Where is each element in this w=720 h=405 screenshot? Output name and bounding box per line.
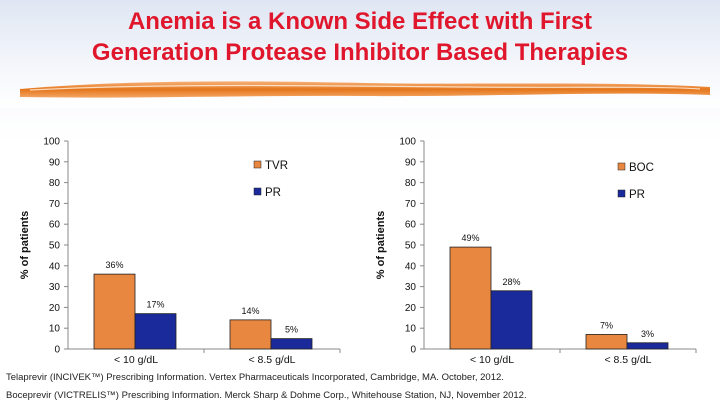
y-tick-label: 90 [49, 157, 61, 168]
x-tick-label: < 10 g/dL [470, 354, 514, 366]
data-label: 36% [105, 260, 123, 270]
x-tick-label: < 10 g/dL [114, 354, 158, 366]
bar-pr-1 [626, 342, 669, 350]
data-label: 7% [600, 320, 613, 330]
legend-label-tvr: TVR [265, 160, 288, 172]
y-tick-label: 100 [43, 137, 60, 148]
chart-telaprevir: % of patients 0 10 20 30 40 50 60 70 80 90 100 36% 17… [19, 137, 341, 366]
y-axis-label: % of patients [375, 211, 387, 279]
y-tick-label: 10 [49, 324, 61, 335]
x-tick-label: < 8.5 g/dL [605, 354, 652, 366]
y-tick-label: 10 [405, 324, 417, 335]
data-label: 17% [146, 300, 164, 310]
slide-title-line-1: Anemia is a Known Side Effect with First [127, 8, 593, 35]
footnote-telaprevir: Telaprevir (INCIVEK™) Prescribing Inform… [6, 372, 504, 383]
legend-label-boc: BOC [629, 162, 654, 174]
legend-label-pr: PR [265, 187, 281, 199]
slide-title-line-2: Generation Protease Inhibitor Based Ther… [91, 39, 629, 66]
y-tick-label: 80 [49, 178, 61, 189]
legend-label-pr: PR [629, 189, 645, 201]
y-axis-label: % of patients [19, 211, 31, 279]
data-label: 49% [461, 233, 479, 243]
data-label: 3% [641, 329, 654, 339]
bar-pr-1 [270, 338, 313, 350]
y-tick-label: 70 [49, 199, 61, 210]
bar-boc-1 [585, 334, 628, 350]
y-tick-label: 20 [405, 303, 417, 314]
x-tick-label: < 8.5 g/dL [249, 354, 296, 366]
legend-swatch-boc [617, 162, 626, 171]
legend-swatch-tvr [253, 160, 262, 169]
y-tick-label: 30 [405, 282, 417, 293]
data-label: 28% [502, 277, 520, 287]
title-accent-bar [20, 81, 710, 98]
y-tick-label: 40 [49, 261, 61, 272]
data-label: 14% [241, 306, 259, 316]
bar-tvr-1 [229, 319, 272, 350]
slide-title: Anemia is a Known Side Effect with First… [0, 6, 720, 68]
y-tick-label: 70 [405, 199, 417, 210]
y-tick-label: 60 [405, 220, 417, 231]
bar-pr-0 [134, 313, 177, 350]
y-tick-label: 90 [405, 157, 417, 168]
y-tick-label: 0 [54, 345, 60, 356]
bar-boc-0 [449, 246, 492, 350]
y-tick-label: 20 [49, 303, 61, 314]
y-tick-label: 80 [405, 178, 417, 189]
y-tick-label: 0 [410, 345, 416, 356]
legend-swatch-pr [253, 187, 262, 196]
y-tick-label: 30 [49, 282, 61, 293]
legend-swatch-pr [617, 189, 626, 198]
footnote-boceprevir: Boceprevir (VICTRELIS™) Prescribing Info… [6, 390, 527, 401]
y-tick-label: 40 [405, 261, 417, 272]
y-tick-label: 50 [49, 241, 61, 252]
bar-tvr-0 [93, 273, 136, 350]
chart-boceprevir: % of patients 0 10 20 30 40 50 60 70 80 90 100 49% 28… [375, 137, 697, 366]
y-tick-label: 100 [399, 137, 416, 148]
data-label: 5% [285, 325, 298, 335]
y-tick-label: 50 [405, 241, 417, 252]
y-tick-label: 60 [49, 220, 61, 231]
bar-pr-0 [490, 290, 533, 350]
